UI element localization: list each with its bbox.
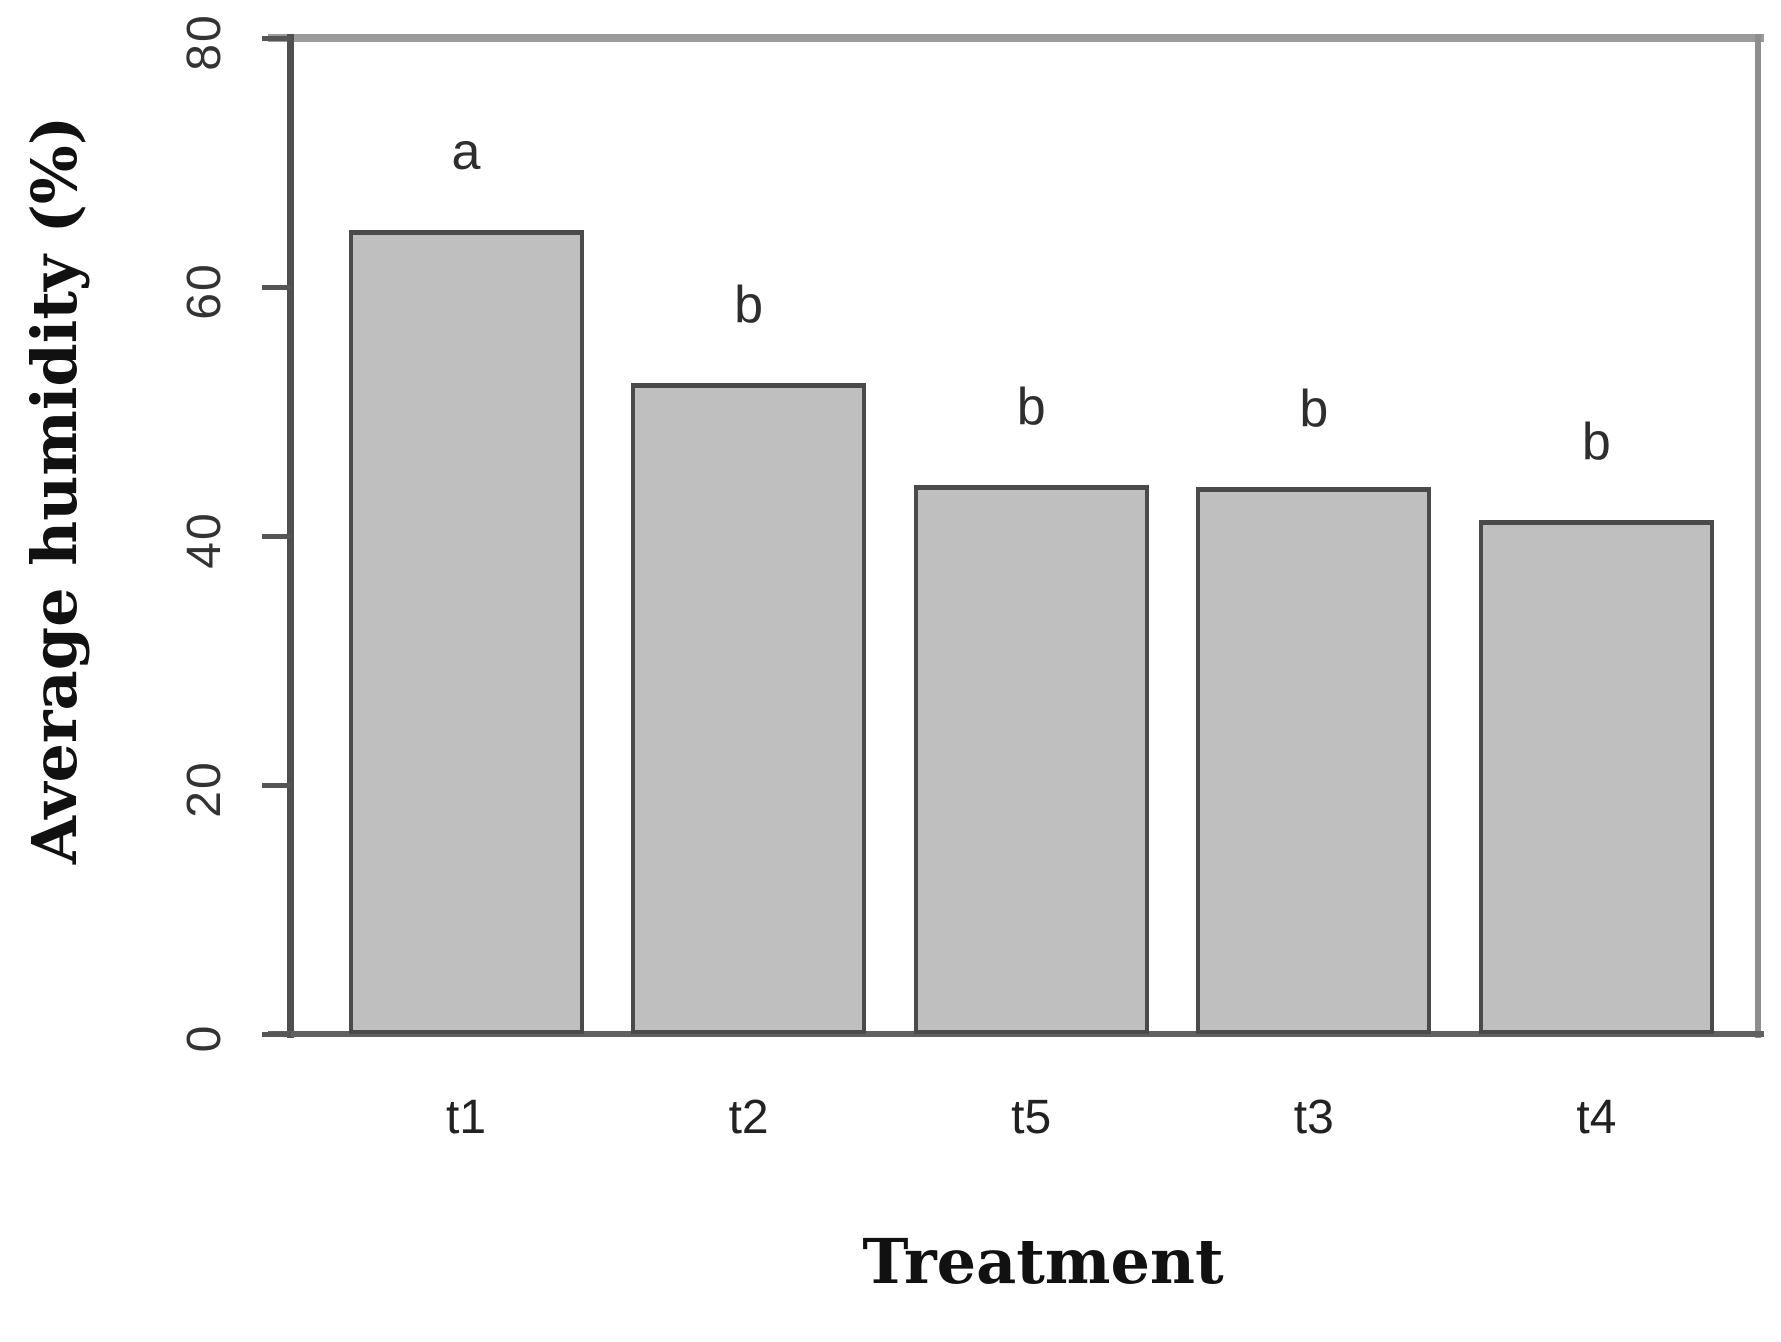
bar-t3 [1196,487,1431,1034]
significance-letter-t3: b [1299,380,1329,438]
x-tick-label-t5: t5 [1011,1091,1052,1144]
y-tick-40 [262,534,291,539]
y-tick-label-80: 80 [178,13,231,71]
y-tick-60 [262,285,291,290]
y-tick-20 [262,783,291,788]
bar-t4 [1479,520,1714,1034]
y-tick-label-40: 40 [178,511,231,569]
significance-letter-t1: a [451,123,481,181]
bar-t1 [349,230,584,1034]
y-tick-80 [262,36,291,41]
significance-letter-t4: b [1581,413,1611,471]
y-tick-0 [262,1032,291,1037]
x-tick-label-t3: t3 [1293,1091,1334,1144]
x-tick-label-t1: t1 [445,1091,487,1144]
plot-frame-right-line [1755,34,1761,1038]
significance-letter-t5: b [1016,378,1046,436]
plot-area: a b b b b [268,34,1764,1038]
y-tick-label-20: 20 [178,760,231,818]
x-axis-title: Treatment [862,1225,1224,1298]
y-tick-label-0: 0 [178,1023,231,1053]
bar-t2 [631,383,866,1034]
significance-letter-t2: b [734,276,764,334]
x-tick-label-t4: t4 [1576,1091,1617,1144]
y-axis-title: Average humidity (%) [18,115,91,865]
x-tick-label-t2: t2 [728,1091,769,1144]
bar-t5 [914,485,1149,1034]
x-axis-line [268,1031,1764,1037]
y-tick-label-60: 60 [178,262,231,320]
plot-frame-top-line [268,34,1764,42]
